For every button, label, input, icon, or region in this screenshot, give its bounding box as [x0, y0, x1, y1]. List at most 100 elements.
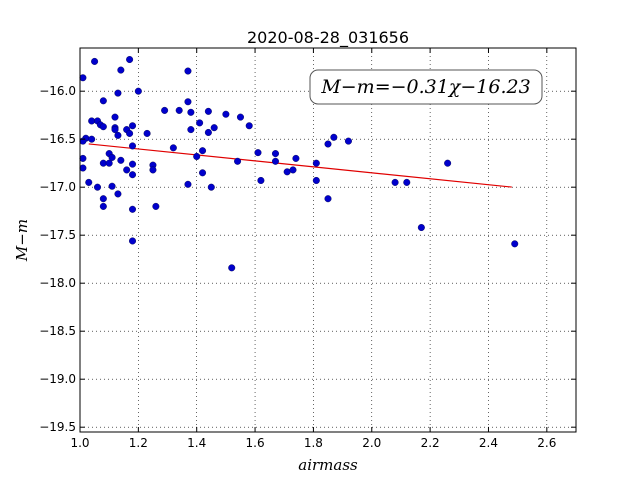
data-point: [257, 176, 265, 184]
data-point: [417, 224, 425, 232]
data-point: [99, 202, 107, 210]
data-point: [117, 156, 125, 164]
data-point: [129, 237, 137, 245]
x-axis-label: airmass: [298, 456, 358, 474]
data-point: [114, 89, 122, 97]
data-point: [187, 108, 195, 116]
data-point: [271, 157, 279, 165]
data-point: [143, 129, 151, 137]
x-tick-label: 1.0: [70, 436, 89, 450]
data-point: [123, 166, 131, 174]
data-point: [511, 240, 519, 248]
x-tick-label: 1.2: [129, 436, 148, 450]
data-point: [199, 147, 207, 155]
data-point: [187, 126, 195, 134]
data-point: [444, 159, 452, 167]
data-point: [126, 129, 134, 137]
data-point: [199, 169, 207, 177]
y-tick-label: −17.0: [39, 180, 76, 194]
data-point: [289, 166, 297, 174]
data-point: [108, 182, 116, 190]
data-point: [99, 195, 107, 203]
data-point: [108, 153, 116, 161]
y-tick-label: −18.5: [39, 324, 76, 338]
data-point: [184, 180, 192, 188]
data-point: [79, 154, 87, 162]
data-point: [204, 128, 212, 136]
data-point: [129, 171, 137, 179]
data-point: [161, 106, 169, 114]
data-point: [88, 135, 96, 143]
x-tick-label: 2.6: [537, 436, 556, 450]
data-point: [129, 142, 137, 150]
data-point: [134, 87, 142, 95]
data-point: [193, 152, 201, 160]
plot-frame: [79, 47, 577, 433]
data-point: [94, 183, 102, 191]
x-tick-label: 2.4: [479, 436, 498, 450]
data-point: [88, 117, 96, 125]
x-tick-label: 2.2: [421, 436, 440, 450]
data-point: [324, 195, 332, 203]
x-tick-label: 1.4: [187, 436, 206, 450]
ticks-layer: 1.0 1.2 1.4 1.6 1.8 2.0 2.2 2.4 2.6 −16.0 −16.5 −17…: [39, 48, 576, 450]
data-point: [271, 150, 279, 158]
data-point: [222, 110, 230, 118]
data-point: [245, 122, 253, 130]
data-point: [152, 202, 160, 210]
data-point: [149, 166, 157, 174]
data-point: [129, 160, 137, 168]
data-point: [234, 157, 242, 165]
data-point: [184, 98, 192, 106]
data-point: [129, 122, 137, 130]
data-point: [403, 178, 411, 186]
y-tick-label: −18.0: [39, 276, 76, 290]
data-point: [79, 74, 87, 82]
data-point: [312, 159, 320, 167]
chart-title: 2020-08-28_031656: [247, 28, 409, 48]
data-point: [283, 168, 291, 176]
x-tick-label: 2.0: [362, 436, 381, 450]
data-point: [330, 133, 338, 141]
data-point: [292, 154, 300, 162]
data-point: [204, 107, 212, 115]
data-point: [99, 159, 107, 167]
data-point: [184, 67, 192, 75]
data-point: [210, 124, 218, 132]
fit-equation-box: M−m=−0.31χ−16.23: [309, 69, 543, 105]
data-point: [85, 178, 93, 186]
data-point: [126, 56, 134, 64]
data-point: [175, 106, 183, 114]
data-point: [105, 159, 113, 167]
fit-line: [88, 143, 512, 188]
data-point: [111, 113, 119, 121]
x-tick-label: 1.8: [304, 436, 323, 450]
data-point: [344, 137, 352, 145]
data-point: [236, 113, 244, 121]
y-tick-label: −16.0: [39, 84, 76, 98]
data-point: [228, 264, 236, 272]
data-point: [99, 97, 107, 105]
data-point: [111, 126, 119, 134]
data-point: [114, 131, 122, 139]
data-point: [99, 123, 107, 131]
data-point: [114, 190, 122, 198]
data-point: [391, 178, 399, 186]
data-point: [324, 140, 332, 148]
fit-equation: M−m=−0.31χ−16.23: [320, 76, 530, 98]
data-point: [207, 183, 215, 191]
y-tick-label: −19.5: [39, 420, 76, 434]
y-axis-label: M−m: [13, 219, 31, 262]
fit-layer: [88, 143, 512, 188]
y-tick-label: −17.5: [39, 228, 76, 242]
data-point: [117, 66, 125, 74]
y-tick-label: −16.5: [39, 132, 76, 146]
data-point: [169, 144, 177, 152]
data-point: [312, 176, 320, 184]
y-tick-label: −19.0: [39, 372, 76, 386]
data-point: [254, 149, 262, 157]
x-tick-label: 1.6: [246, 436, 265, 450]
points-layer: [79, 56, 519, 272]
data-point: [129, 205, 137, 213]
